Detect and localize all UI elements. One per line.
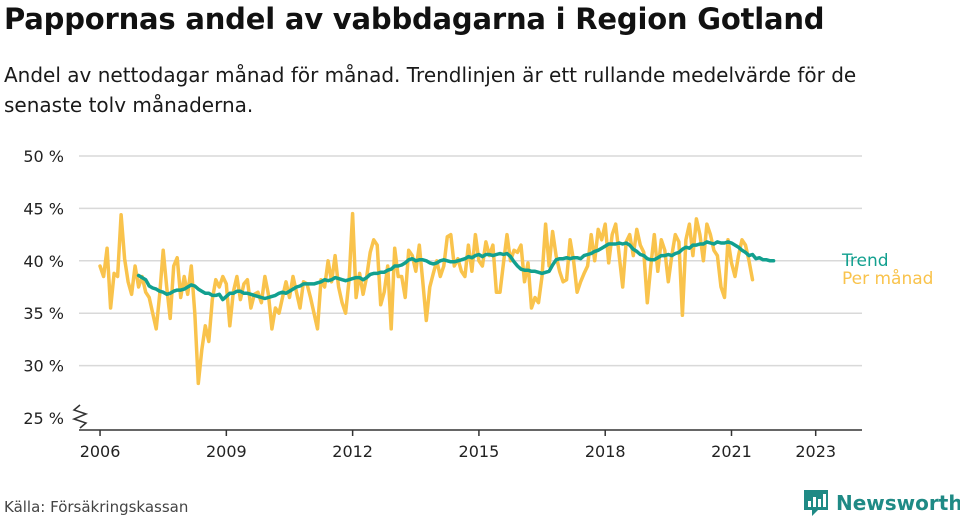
newsworthy-logo-icon — [804, 490, 828, 516]
y-tick-label: 40 % — [23, 252, 64, 271]
axis-break-icon — [71, 404, 89, 429]
y-tick-label: 50 % — [23, 147, 64, 166]
x-tick-label: 2018 — [585, 442, 626, 461]
y-tick-label: 35 % — [23, 304, 64, 323]
chart-title: Pappornas andel av vabbdagarna i Region … — [4, 2, 825, 36]
x-tick-label: 2023 — [795, 442, 836, 461]
x-axis: 2006 2009 2012 2015 2018 2021 2023 — [79, 429, 862, 461]
x-tick-label: 2015 — [459, 442, 500, 461]
brand-logo[interactable]: Newsworthy — [802, 488, 960, 518]
y-tick-label: 25 % — [23, 409, 64, 428]
legend-label-per-manad: Per månad — [842, 268, 933, 289]
x-tick-label: 2021 — [711, 442, 752, 461]
series-line-trend — [136, 240, 776, 302]
chart-subtitle: Andel av nettodagar månad för månad. Tre… — [4, 63, 857, 117]
x-tick-label: 2006 — [80, 442, 121, 461]
legend-label-trend: Trend — [841, 251, 889, 271]
y-axis-labels: 25 % 30 % 35 % 40 % 45 % 50 % — [23, 147, 64, 428]
y-tick-label: 30 % — [23, 357, 64, 376]
brand-name: Newsworthy — [836, 491, 960, 515]
series-line-per-manad — [98, 211, 755, 386]
source-note: Källa: Försäkringskassan — [4, 498, 189, 516]
x-tick-label: 2012 — [332, 442, 373, 461]
x-tick-label: 2009 — [206, 442, 247, 461]
y-tick-label: 45 % — [23, 199, 64, 218]
